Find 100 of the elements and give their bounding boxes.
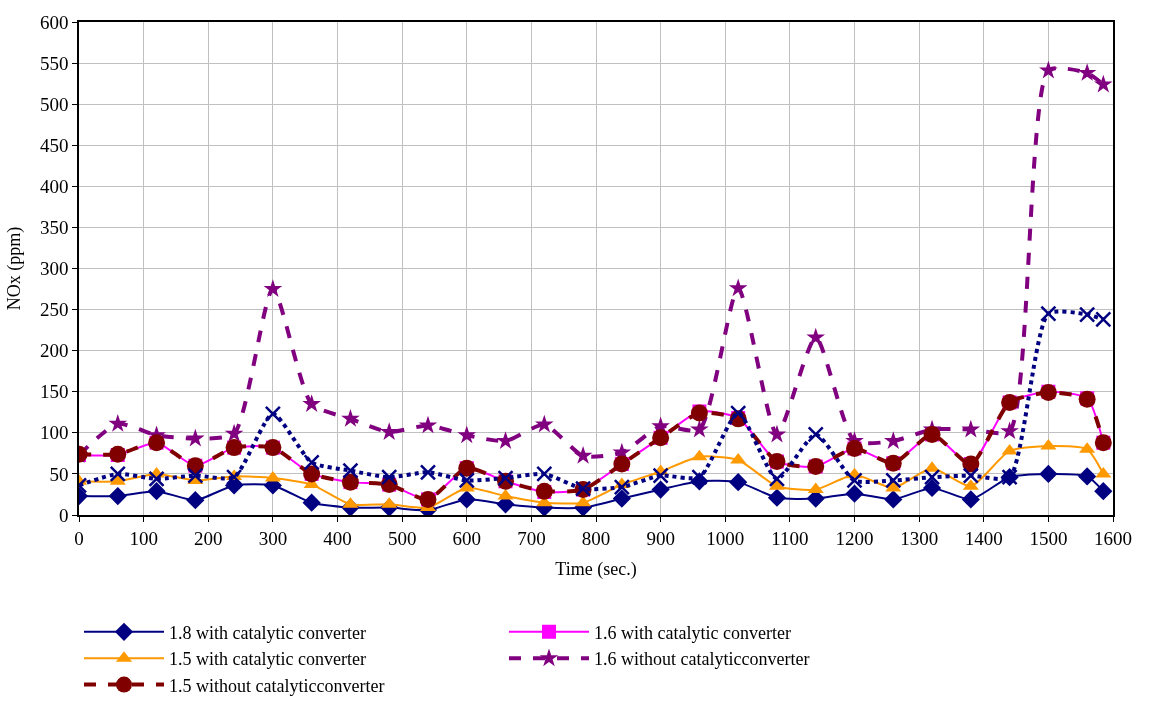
point	[187, 467, 204, 484]
point	[224, 423, 244, 442]
y-tick-label: 600	[39, 11, 69, 33]
x-axis-title: Time (sec.)	[555, 559, 637, 581]
x-tick-label: 200	[194, 527, 223, 549]
x-tick-label: 500	[387, 527, 417, 549]
point	[225, 468, 243, 486]
point	[807, 426, 824, 443]
point	[807, 482, 824, 494]
y-tick-label: 50	[49, 463, 69, 485]
point	[962, 467, 980, 484]
x-tick-label: 400	[323, 527, 352, 549]
point	[729, 404, 747, 422]
point	[1078, 467, 1097, 486]
point	[186, 428, 205, 447]
point	[302, 493, 321, 512]
point	[147, 482, 166, 501]
point	[457, 490, 476, 509]
y-tick-label: 450	[39, 134, 69, 156]
point	[341, 409, 360, 427]
x-tick-label: 700	[517, 527, 546, 549]
point	[730, 452, 747, 464]
x-tick-label: 1600	[1094, 527, 1132, 549]
y-axis-title: NOx (ppm)	[3, 226, 25, 311]
legend-label: 1.5 with catalytic converter	[169, 649, 366, 670]
legend-label: 1.5 without catalyticconverter	[169, 675, 385, 696]
point	[691, 449, 708, 461]
point	[457, 425, 477, 444]
point	[923, 468, 941, 486]
point	[690, 419, 709, 438]
point	[1094, 482, 1113, 501]
y-tick-label: 150	[39, 381, 69, 403]
point	[613, 478, 631, 496]
point	[1095, 311, 1112, 328]
x-tick-label: 1200	[835, 527, 874, 549]
point	[575, 495, 592, 507]
point	[885, 472, 902, 489]
point	[534, 414, 554, 433]
point	[108, 487, 127, 506]
point	[302, 394, 321, 413]
point	[380, 468, 398, 486]
legend-label: 1.6 without catalyticconverter	[594, 649, 810, 670]
point	[729, 473, 748, 492]
y-tick-label: 100	[39, 422, 69, 444]
point	[1040, 438, 1057, 450]
point	[612, 489, 631, 508]
point	[379, 422, 399, 440]
point	[1000, 421, 1019, 440]
point	[922, 478, 942, 497]
x-tick-label: 1500	[1029, 527, 1068, 549]
point	[109, 465, 127, 483]
point	[1095, 466, 1112, 478]
point	[1039, 464, 1058, 484]
legend-label: 1.6 with catalytic converter	[594, 622, 791, 643]
point	[961, 490, 980, 509]
x-tick-label: 900	[646, 527, 675, 549]
y-tick-label: 0	[58, 504, 69, 526]
y-tick-label: 550	[39, 52, 69, 74]
point	[1093, 74, 1113, 93]
x-tick-label: 100	[129, 527, 158, 549]
x-tick-label: 600	[452, 527, 481, 549]
y-tick-label: 500	[39, 93, 69, 115]
point	[767, 424, 787, 443]
x-tick-label: 1100	[771, 527, 809, 549]
point	[884, 490, 903, 509]
y-tick-label: 350	[39, 217, 69, 239]
point	[767, 488, 787, 507]
x-tick-label: 800	[581, 527, 611, 549]
point	[1001, 443, 1018, 455]
point	[846, 472, 863, 489]
point	[1078, 306, 1096, 323]
x-tick-label: 300	[258, 527, 288, 549]
point	[652, 467, 669, 484]
point	[1039, 60, 1058, 79]
point	[186, 491, 205, 510]
y-tick-label: 300	[39, 258, 69, 280]
point	[1077, 63, 1097, 81]
point	[806, 327, 826, 346]
point	[536, 465, 553, 483]
point	[728, 278, 748, 297]
x-tick-label: 1000	[706, 527, 745, 549]
point	[108, 414, 128, 432]
x-tick-label: 0	[74, 527, 84, 549]
point	[1040, 305, 1057, 322]
point	[303, 454, 320, 471]
point	[845, 484, 864, 503]
x-tick-label: 1400	[964, 527, 1003, 549]
point	[342, 462, 359, 479]
point	[961, 419, 981, 438]
y-tick-label: 200	[39, 340, 69, 362]
legend-label: 1.8 with catalytic converter	[169, 622, 366, 643]
point	[263, 279, 283, 297]
point	[418, 415, 438, 434]
point	[419, 464, 437, 481]
point	[768, 470, 786, 488]
point	[573, 446, 593, 464]
point	[691, 468, 708, 486]
y-tick-label: 400	[39, 175, 69, 197]
point	[148, 470, 165, 488]
point	[458, 472, 475, 489]
